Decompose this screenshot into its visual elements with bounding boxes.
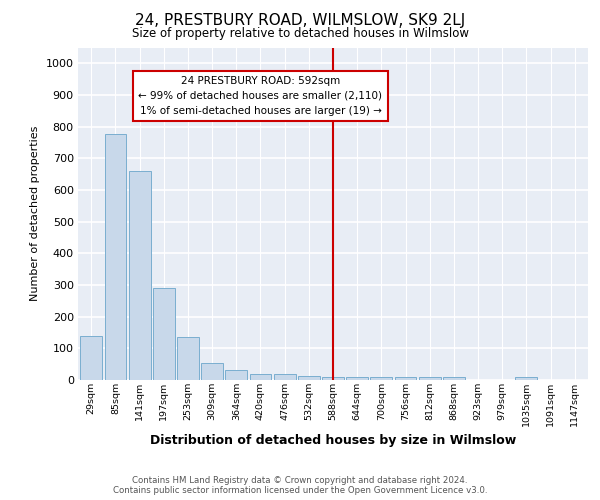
Bar <box>104 134 127 380</box>
Bar <box>153 288 175 380</box>
Bar <box>395 378 416 380</box>
Text: 24 PRESTBURY ROAD: 592sqm
← 99% of detached houses are smaller (2,110)
1% of sem: 24 PRESTBURY ROAD: 592sqm ← 99% of detac… <box>139 76 382 116</box>
Bar <box>177 337 199 380</box>
Bar <box>250 374 271 380</box>
Bar <box>346 377 368 380</box>
Bar <box>419 378 440 380</box>
X-axis label: Distribution of detached houses by size in Wilmslow: Distribution of detached houses by size … <box>150 434 516 447</box>
Bar <box>298 376 320 380</box>
Bar <box>129 171 151 380</box>
Text: 24, PRESTBURY ROAD, WILMSLOW, SK9 2LJ: 24, PRESTBURY ROAD, WILMSLOW, SK9 2LJ <box>135 12 465 28</box>
Bar <box>370 377 392 380</box>
Bar <box>201 362 223 380</box>
Bar <box>226 370 247 380</box>
Y-axis label: Number of detached properties: Number of detached properties <box>30 126 40 302</box>
Bar <box>443 378 465 380</box>
Bar <box>80 336 102 380</box>
Text: Size of property relative to detached houses in Wilmslow: Size of property relative to detached ho… <box>131 28 469 40</box>
Bar <box>274 374 296 380</box>
Bar <box>322 377 344 380</box>
Bar <box>515 377 537 380</box>
Text: Contains HM Land Registry data © Crown copyright and database right 2024.
Contai: Contains HM Land Registry data © Crown c… <box>113 476 487 495</box>
